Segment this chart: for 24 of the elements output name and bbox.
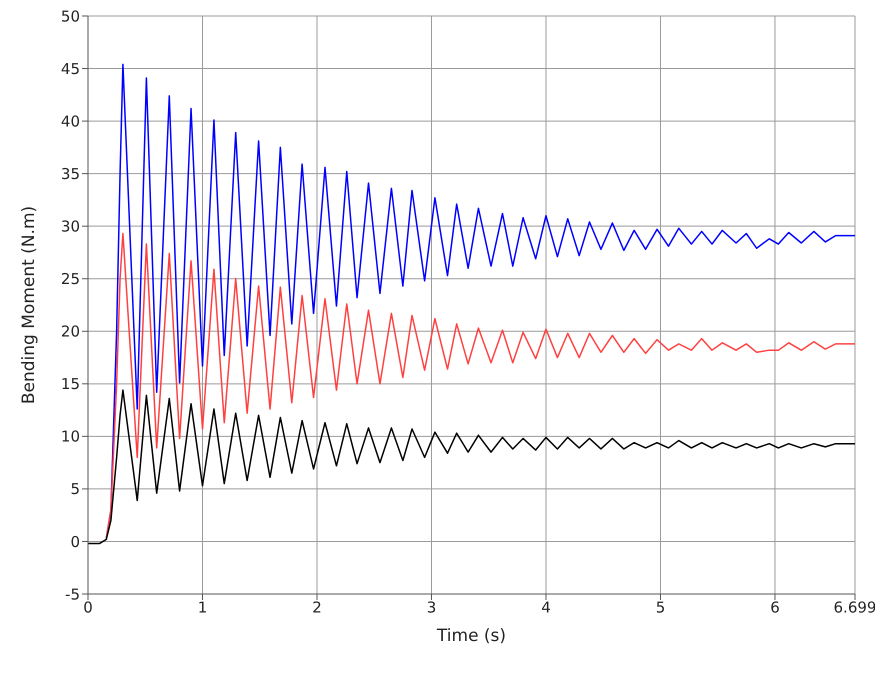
y-tick-label: 20: [60, 322, 80, 341]
y-tick-label: 25: [60, 270, 80, 288]
x-tick-label: 5: [656, 598, 666, 617]
x-tick-label: 2: [312, 598, 322, 617]
y-tick-label: 10: [60, 428, 80, 446]
y-tick-label: -5: [65, 585, 80, 604]
y-tick-label: 40: [60, 112, 80, 130]
line-series: [88, 389, 855, 544]
y-tick-label: 45: [60, 60, 80, 78]
y-tick-label: 15: [60, 375, 80, 394]
y-axis-title: Bending Moment (N.m): [19, 206, 40, 404]
line-series: [106, 232, 855, 540]
x-tick-label: 1: [198, 598, 208, 617]
x-axis-title: Time (s): [436, 626, 506, 646]
x-tick-label: 4: [541, 598, 551, 617]
y-tick-label: 50: [60, 7, 80, 26]
y-tick-label: 35: [60, 164, 80, 183]
y-tick-label: 5: [70, 480, 80, 498]
x-tick-label: 0: [83, 598, 93, 617]
x-tick-label: 6: [770, 598, 780, 617]
y-tick-label: 0: [70, 532, 80, 551]
y-tick-label: 30: [60, 218, 80, 236]
x-tick-label: 3: [426, 598, 436, 617]
x-tick-label: 6.699: [834, 598, 876, 617]
